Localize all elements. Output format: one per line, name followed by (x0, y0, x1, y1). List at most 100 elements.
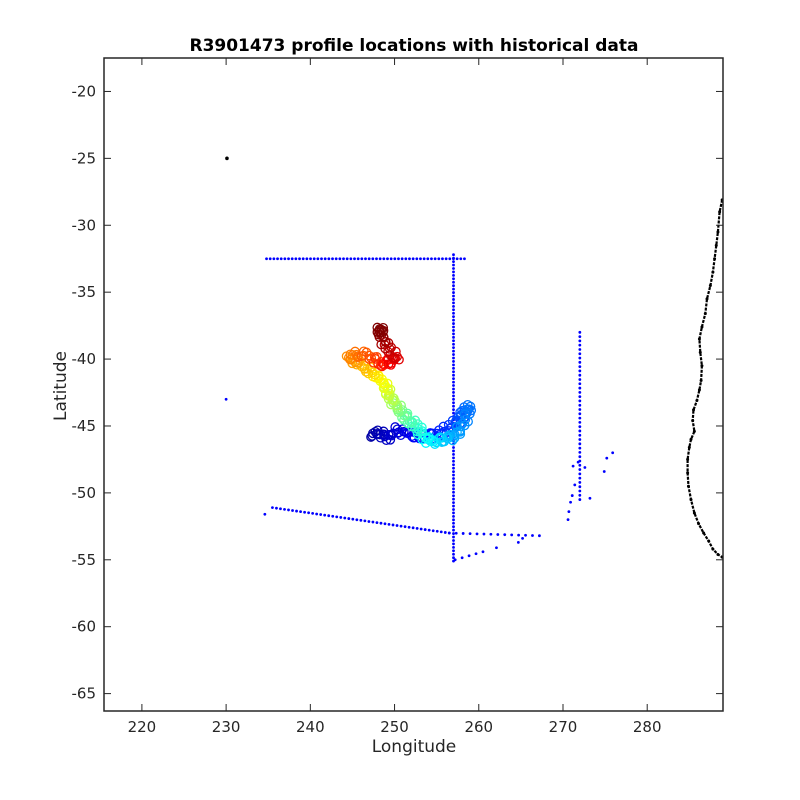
historical-point (452, 373, 455, 377)
profile-point (373, 370, 384, 381)
historical-point (335, 515, 339, 519)
historical-point (578, 348, 582, 351)
historical-point (272, 257, 276, 261)
historical-point (452, 408, 455, 412)
historical-point (452, 404, 455, 408)
historical-point (496, 533, 500, 536)
historical-point (452, 311, 455, 315)
historical-point (435, 529, 439, 533)
historical-point (295, 509, 298, 513)
coastline-point (686, 484, 690, 488)
historical-point (331, 514, 335, 518)
profile-point (452, 427, 462, 438)
historical-point (452, 545, 455, 549)
historical-point (611, 451, 615, 455)
historical-point (578, 343, 582, 347)
historical-point (578, 498, 582, 501)
historical-point (371, 520, 375, 524)
historical-point (316, 257, 320, 261)
historical-point (578, 438, 582, 441)
coastline-point (718, 210, 722, 214)
historical-point (452, 284, 455, 288)
historical-point (331, 257, 334, 261)
profile-point (374, 324, 385, 334)
historical-point (461, 532, 465, 535)
historical-point (531, 534, 534, 537)
historical-point (578, 382, 582, 386)
historical-point (578, 395, 582, 399)
historical-point (431, 529, 435, 533)
historical-point (576, 460, 580, 464)
coastline-point (711, 270, 715, 274)
historical-point (452, 384, 455, 387)
y-tick-label: -55 (72, 551, 97, 569)
historical-point (452, 267, 455, 270)
profile-point (372, 327, 383, 338)
historical-point (521, 536, 524, 540)
historical-point (495, 546, 498, 550)
historical-point (452, 335, 455, 339)
x-axis-title: Longitude (372, 737, 457, 757)
historical-point (452, 308, 455, 312)
historical-point (287, 257, 290, 261)
historical-point (389, 257, 393, 261)
historical-point (452, 487, 455, 491)
historical-point (452, 494, 455, 498)
y-axis-title: Latitude (51, 351, 71, 421)
historical-point (452, 277, 455, 281)
coastline-point (713, 257, 717, 261)
historical-point (439, 530, 443, 534)
profile-point (383, 391, 394, 401)
y-tick-label: -65 (72, 685, 97, 703)
historical-point (452, 411, 455, 415)
historical-point (452, 294, 455, 298)
x-tick-label: 240 (296, 718, 325, 736)
historical-point (489, 532, 493, 536)
historical-point (452, 401, 455, 405)
historical-point (452, 449, 455, 453)
historical-point (452, 253, 455, 257)
x-tick-label: 280 (633, 718, 662, 736)
historical-point (452, 480, 455, 484)
historical-point (510, 533, 514, 537)
historical-point (364, 257, 367, 261)
profile-point (393, 407, 404, 417)
historical-point (605, 456, 609, 460)
historical-point (351, 517, 355, 521)
historical-point (578, 455, 582, 459)
historical-point (309, 257, 312, 261)
historical-point (452, 263, 455, 267)
historical-point (400, 257, 404, 261)
historical-point (588, 496, 592, 500)
historical-point (578, 463, 582, 467)
historical-point (415, 257, 419, 261)
coastline-point (692, 408, 696, 412)
x-tick-label: 270 (549, 718, 578, 736)
profile-point (390, 422, 401, 432)
coastline-point (703, 312, 707, 316)
historical-point (375, 257, 378, 261)
historical-point (573, 483, 577, 487)
historical-point (452, 325, 455, 329)
historical-point (452, 497, 455, 501)
historical-point (481, 550, 485, 554)
profile-point (392, 351, 402, 362)
historical-point (452, 366, 455, 370)
historical-point (583, 466, 587, 469)
historical-point (399, 524, 403, 528)
historical-point (452, 501, 455, 504)
historical-point (338, 257, 342, 261)
historical-point (578, 356, 582, 360)
historical-point (452, 322, 455, 325)
profile-point (413, 423, 423, 434)
y-tick-label: -60 (72, 618, 97, 636)
historical-point (452, 508, 455, 511)
historical-point (411, 257, 415, 261)
historical-point (294, 257, 298, 261)
historical-point (299, 510, 302, 514)
historical-point (452, 521, 455, 525)
historical-point (578, 412, 582, 416)
coastline-point (698, 350, 702, 354)
historical-point (307, 511, 311, 515)
historical-point (371, 257, 375, 261)
